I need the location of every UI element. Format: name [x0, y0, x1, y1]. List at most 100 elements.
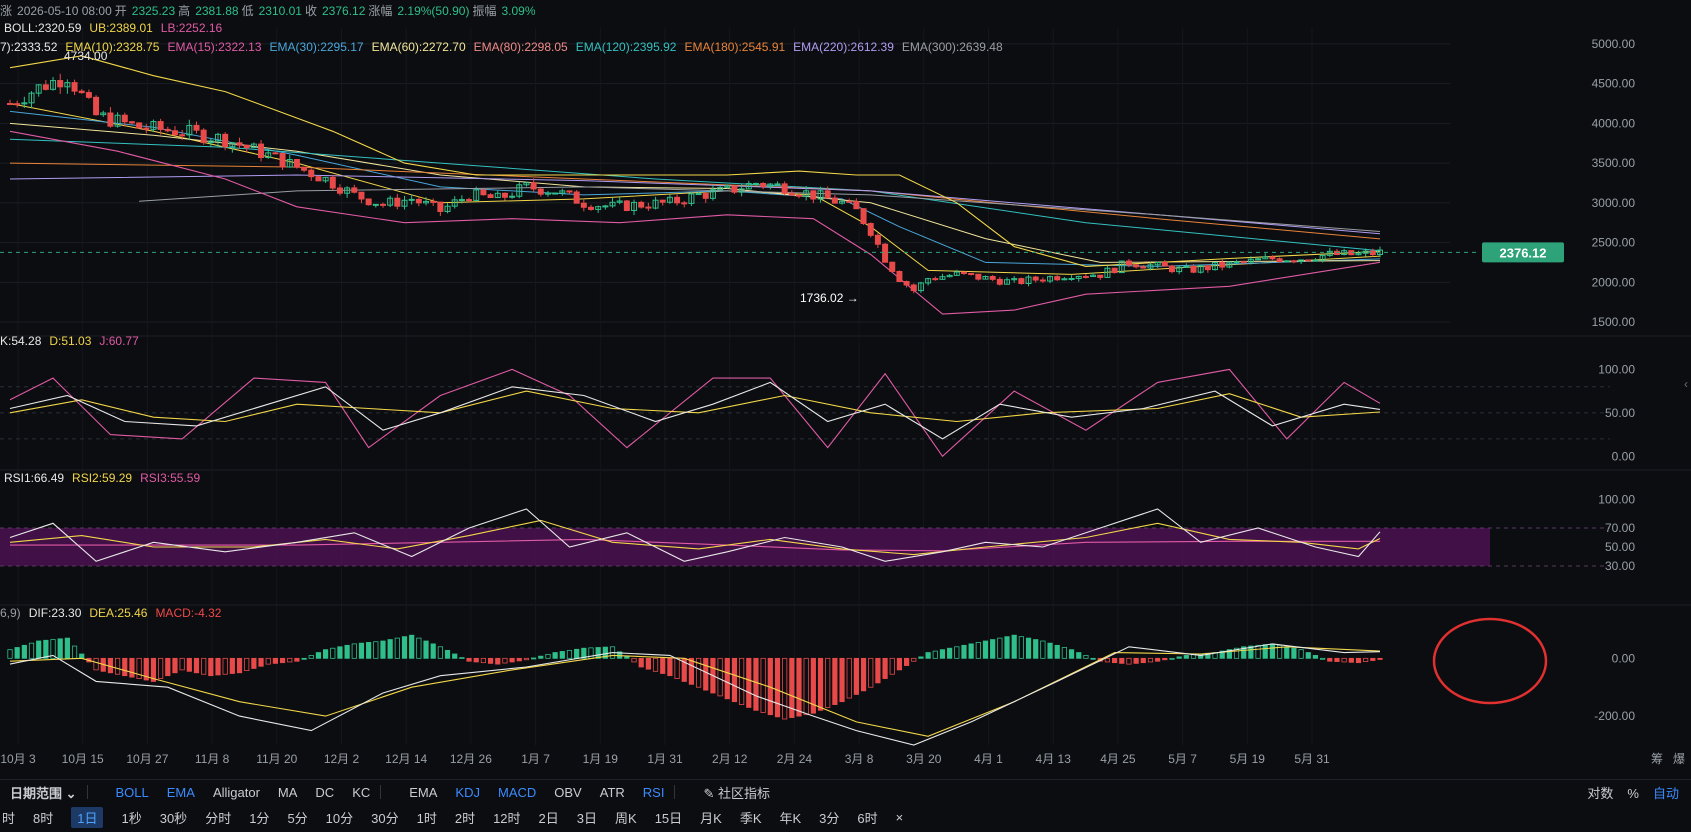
scale-options: 对数% 自动	[1573, 783, 1679, 802]
legend-entry: BOLL:2320.59	[4, 21, 82, 35]
timeframe-option[interactable]: 分时	[205, 810, 232, 826]
candle-body	[408, 198, 415, 201]
timeframe-option[interactable]: 10分	[325, 810, 354, 826]
community-indicators[interactable]: ✎ 社区指标	[703, 785, 770, 801]
indicator-ma[interactable]: MA	[277, 784, 298, 800]
timeframe-option[interactable]: 1日	[71, 806, 104, 828]
sub-indicator-kdj[interactable]: KDJ	[455, 784, 480, 800]
macd-histogram-bar	[401, 636, 408, 659]
indicator-dc[interactable]: DC	[315, 784, 335, 800]
macd-histogram-bar	[229, 657, 235, 674]
macd-histogram-bar	[803, 657, 809, 716]
timeframe-option[interactable]: 30秒	[159, 810, 188, 826]
macd-histogram-bar	[1233, 647, 1240, 659]
ema-legend: 7):2333.52 EMA(10):2328.75 EMA(15):2322.13…	[0, 40, 1003, 54]
timeframe-option[interactable]: 月K	[700, 810, 722, 826]
timeframe-option[interactable]: 3分	[819, 810, 840, 826]
sub-indicator-obv[interactable]: OBV	[554, 784, 582, 800]
candle-body	[93, 96, 100, 116]
kdj-tick-label: 0.00	[1612, 449, 1636, 463]
rsi-legend: RSI1:66.49 RSI2:59.29 RSI3:55.59	[4, 471, 200, 485]
macd-histogram-bar	[1355, 657, 1362, 664]
candle-body	[150, 121, 157, 130]
candle-body	[293, 159, 300, 168]
candle-body	[1355, 252, 1362, 256]
macd-histogram-bar	[638, 657, 644, 668]
candle-body	[616, 200, 623, 203]
candle-body	[1111, 267, 1118, 274]
rsi-tick-label: 30.00	[1605, 559, 1635, 573]
timeframe-option[interactable]: 2时	[454, 810, 476, 826]
timeframe-option[interactable]: 3日	[576, 810, 598, 826]
timeframe-option[interactable]: 季K	[739, 810, 762, 826]
timeframe-option[interactable]: 2日	[538, 810, 559, 826]
macd-histogram-bar	[1183, 655, 1189, 659]
indicator-alligator[interactable]: Alligator	[212, 784, 260, 800]
x-tick-label: 10月 3	[0, 752, 36, 766]
percent-scale-toggle[interactable]: %	[1627, 785, 1639, 801]
macd-histogram-bar	[36, 640, 42, 659]
macd-histogram-bar	[1018, 636, 1024, 659]
timeframe-option[interactable]: 6时	[857, 810, 878, 826]
candle-body	[28, 92, 35, 104]
rsi-tick-label: 70.00	[1605, 521, 1635, 535]
macd-histogram-bar	[667, 657, 673, 677]
timeframe-option[interactable]: 年K	[779, 810, 802, 826]
candle-body	[171, 130, 178, 136]
macd-histogram-bar	[717, 657, 723, 697]
candle-body	[1298, 259, 1305, 263]
macd-histogram-bar	[79, 653, 85, 659]
macd-histogram-bar	[631, 657, 637, 663]
indicator-ema[interactable]: EMA	[166, 784, 195, 800]
indicator-boll[interactable]: BOLL	[115, 784, 149, 800]
candle-body	[573, 191, 580, 204]
timeframe-option[interactable]: 1时	[416, 810, 437, 826]
auto-scale-toggle[interactable]: 自动	[1652, 785, 1679, 801]
candle-body	[817, 190, 824, 200]
macd-histogram-bar	[251, 657, 257, 669]
sub-indicator-ema[interactable]: EMA	[409, 784, 438, 800]
sub-indicator-macd[interactable]: MACD	[497, 784, 537, 800]
timeframe-option[interactable]: 5分	[287, 810, 308, 826]
candle-body	[35, 84, 42, 94]
macd-histogram-bar	[903, 657, 910, 666]
timeframe-option[interactable]: 15日	[654, 810, 683, 826]
candle-body	[1054, 276, 1061, 281]
timeframe-option[interactable]: 12时	[493, 810, 521, 826]
current-price-label: 2376.12	[1500, 245, 1547, 260]
candle-body	[774, 183, 781, 186]
candle-body	[57, 80, 64, 88]
macd-histogram-bar	[531, 657, 537, 660]
timeframe-option[interactable]: 30分	[371, 810, 399, 826]
macd-histogram-bar	[122, 657, 128, 677]
timeframe-option[interactable]: 时	[2, 810, 16, 826]
indicator-kc[interactable]: KC	[352, 784, 371, 800]
macd-histogram-bar	[595, 647, 601, 659]
timeframe-option[interactable]: 1分	[249, 810, 270, 826]
header-field: 2.19%(50.90)	[397, 4, 469, 18]
x-tick-label: 1月 7	[521, 752, 550, 766]
rsi-tick-label: 100.00	[1598, 493, 1635, 507]
collapse-arrow-icon: ‹	[1684, 377, 1688, 391]
log-scale-toggle[interactable]: 对数	[1587, 785, 1614, 801]
candle-body	[602, 205, 609, 208]
candle-body	[1082, 275, 1089, 278]
kdj-legend: K:54.28 D:51.03 J:60.77	[0, 334, 139, 348]
timeframe-option[interactable]: 1秒	[121, 810, 142, 826]
macd-histogram-bar	[753, 657, 759, 711]
macd-histogram-bar	[1119, 657, 1125, 664]
x-tick-label: 5月 31	[1294, 752, 1330, 766]
macd-histogram-bar	[394, 637, 400, 659]
sub-indicator-rsi[interactable]: RSI	[642, 784, 665, 800]
trading-chart[interactable]: 5000.00 4500.00 4000.00 3500.00 3000.00 2500.…	[0, 0, 1691, 779]
sub-indicator-atr[interactable]: ATR	[599, 784, 625, 800]
macd-histogram-bar	[473, 657, 479, 663]
timeframe-option[interactable]: 8时	[33, 810, 54, 826]
macd-histogram-bar	[860, 657, 867, 692]
macd-histogram-bar	[14, 647, 20, 659]
macd-histogram-bar	[358, 642, 365, 659]
date-range-dropdown[interactable]: 日期范围 ⌄	[10, 785, 77, 801]
timeframe-option[interactable]: 周K	[615, 810, 637, 826]
macd-histogram-bar	[1262, 644, 1268, 659]
close-timeframes-icon[interactable]: ×	[895, 809, 904, 825]
